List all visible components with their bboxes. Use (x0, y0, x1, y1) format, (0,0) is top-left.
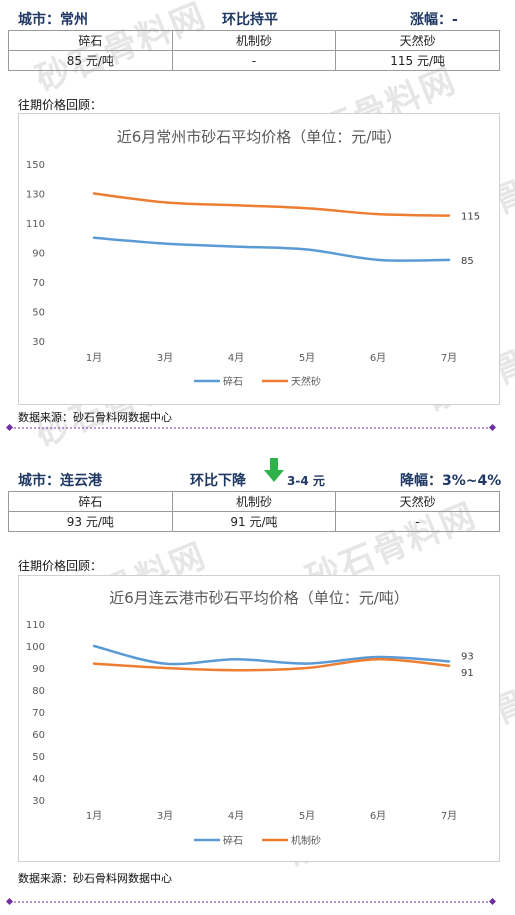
change-label: 涨幅：- (410, 12, 458, 28)
x-tick-label: 3月 (157, 810, 173, 822)
y-tick-label: 50 (32, 752, 45, 763)
legend-label: 碎石 (223, 834, 243, 847)
y-tick-label: 50 (32, 308, 45, 319)
y-tick-label: 110 (26, 620, 45, 631)
legend-label: 天然砂 (291, 375, 321, 388)
chart-title: 近6月连云港市砂石平均价格（单位：元/吨） (109, 589, 409, 607)
y-tick-label: 70 (32, 708, 45, 719)
y-tick-label: 100 (26, 642, 45, 653)
table-cell: 91 元/吨 (171, 511, 337, 532)
x-tick-label: 3月 (157, 352, 173, 364)
series-line-1 (92, 236, 451, 262)
table-cell: 85 元/吨 (8, 50, 173, 71)
table-header-cell: 碎石 (8, 491, 173, 512)
x-tick-label: 1月 (86, 810, 102, 822)
change-label: 降幅：3%~4% (400, 473, 502, 489)
y-tick-label: 60 (32, 730, 45, 741)
series-line-2 (92, 192, 451, 217)
price-table: 碎石 机制砂 天然砂 85 元/吨 - 115 元/吨 (8, 30, 500, 71)
table-row: 85 元/吨 - 115 元/吨 (8, 50, 500, 71)
chart-frame: 近6月连云港市砂石平均价格（单位：元/吨） 110 100 90 80 70 60 50 40 3… (18, 575, 500, 862)
table-cell: - (171, 50, 337, 71)
divider (6, 898, 496, 906)
x-tick-label: 1月 (86, 352, 102, 364)
y-tick-label: 40 (32, 774, 45, 785)
line-chart: 近6月常州市砂石平均价格（单位：元/吨） 150 130 110 90 70 50 30 1月 3… (26, 128, 480, 388)
trend-label: 环比下降 (190, 473, 246, 489)
legend-label: 机制砂 (291, 834, 321, 847)
x-tick-label: 6月 (370, 810, 386, 822)
x-tick-label: 5月 (299, 810, 315, 822)
table-header-cell: 天然砂 (335, 491, 500, 512)
table-header-cell: 天然砂 (335, 30, 500, 51)
data-label: 115 (461, 212, 480, 223)
line-chart: 近6月连云港市砂石平均价格（单位：元/吨） 110 100 90 80 70 60 50 40 3… (26, 589, 474, 847)
x-tick-label: 5月 (299, 352, 315, 364)
table-row: 碎石 机制砂 天然砂 (8, 30, 500, 51)
trend-amount: 3-4 元 (287, 474, 325, 488)
data-label: 85 (461, 256, 474, 267)
chart-frame: 近6月常州市砂石平均价格（单位：元/吨） 150 130 110 90 70 50 30 1月 3… (18, 113, 500, 405)
x-tick-label: 4月 (228, 352, 244, 364)
chart-title: 近6月常州市砂石平均价格（单位：元/吨） (117, 128, 402, 146)
data-source: 数据来源：砂石骨料网数据中心 (18, 872, 172, 885)
table-header-cell: 机制砂 (171, 491, 337, 512)
x-tick-label: 6月 (370, 352, 386, 364)
series-line-1 (92, 644, 451, 666)
table-cell: - (335, 511, 500, 532)
x-tick-label: 7月 (441, 352, 457, 364)
y-tick-label: 30 (32, 337, 45, 348)
table-header-cell: 机制砂 (171, 30, 337, 51)
history-label: 往期价格回顾： (18, 98, 103, 112)
price-table: 碎石 机制砂 天然砂 93 元/吨 91 元/吨 - (8, 491, 500, 532)
y-tick-label: 110 (26, 219, 45, 230)
y-tick-label: 80 (32, 686, 45, 697)
table-cell: 115 元/吨 (335, 50, 500, 71)
trend-label: 环比持平 (222, 12, 278, 28)
table-header-cell: 碎石 (8, 30, 173, 51)
y-tick-label: 70 (32, 278, 45, 289)
x-tick-label: 7月 (441, 810, 457, 822)
x-tick-label: 4月 (228, 810, 244, 822)
data-source: 数据来源：砂石骨料网数据中心 (18, 411, 172, 424)
data-label: 91 (461, 668, 474, 679)
legend-label: 碎石 (223, 375, 243, 388)
data-label: 93 (461, 651, 474, 662)
city-label: 城市：连云港 (18, 473, 102, 489)
y-tick-label: 150 (26, 160, 45, 171)
history-label: 往期价格回顾： (18, 559, 103, 573)
y-tick-label: 90 (32, 664, 45, 675)
series-line-2 (92, 657, 451, 672)
table-row: 碎石 机制砂 天然砂 (8, 491, 500, 512)
table-cell: 93 元/吨 (8, 511, 173, 532)
y-tick-label: 30 (32, 796, 45, 807)
arrow-down-icon (264, 458, 284, 482)
table-row: 93 元/吨 91 元/吨 - (8, 511, 500, 532)
city-label: 城市：常州 (18, 12, 88, 28)
y-tick-label: 90 (32, 249, 45, 260)
divider (6, 424, 496, 432)
y-tick-label: 130 (26, 190, 45, 201)
